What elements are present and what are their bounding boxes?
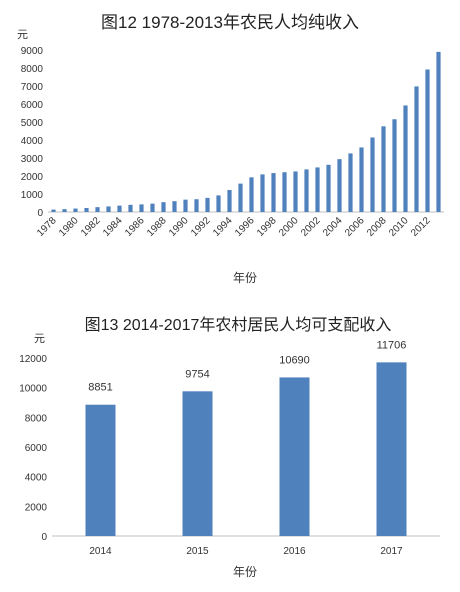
chart1-bar-2005 xyxy=(348,153,353,212)
chart1-bars xyxy=(48,51,444,213)
chart1-x-tick-label: 1992 xyxy=(189,215,213,239)
chart1-y-axis: 0 1000 2000 3000 4000 5000 6000 7000 8000 9000 xyxy=(21,46,44,219)
chart1-y-tick-label: 1000 xyxy=(21,190,44,201)
chart1-bar-1993 xyxy=(216,195,221,212)
chart-rural-net-income: 图12 1978-2013年农民人均纯收入 元 年份 0 1000 2000 3000… xyxy=(0,0,460,290)
chart1-y-tick-label: 0 xyxy=(37,208,43,219)
chart1-x-tick-label: 1988 xyxy=(145,215,169,239)
chart1-bar-1984 xyxy=(117,205,122,212)
chart2-data-label: 8851 xyxy=(88,382,112,394)
chart2-y-tick-label: 2000 xyxy=(25,502,48,513)
chart2-data-labels: 8851 9754 10690 11706 xyxy=(88,339,406,393)
chart2-y-tick-label: 4000 xyxy=(25,473,48,484)
chart1-bar-2007 xyxy=(370,137,375,212)
chart2-svg: 图13 2014-2017年农村居民人均可支配收入 元 年份 0 2000 4000… xyxy=(19,316,440,579)
chart1-y-tick-label: 3000 xyxy=(21,154,44,165)
chart2-y-tick-label: 8000 xyxy=(25,413,48,424)
chart1-y-tick-label: 5000 xyxy=(21,118,44,129)
chart2-bar-2017 xyxy=(376,362,407,536)
chart1-y-tick-label: 2000 xyxy=(21,172,44,183)
chart1-bar-2000 xyxy=(293,171,298,212)
chart1-bar-1996 xyxy=(249,177,254,212)
chart1-x-tick-label: 1984 xyxy=(101,215,125,239)
chart2-bar-2014 xyxy=(85,404,116,536)
chart1-bar-1981 xyxy=(84,207,89,212)
chart1-bar-1991 xyxy=(194,199,199,212)
chart1-y-tick-label: 7000 xyxy=(21,82,44,93)
chart1-x-tick-label: 1994 xyxy=(211,215,235,239)
chart2-x-tick-label: 2017 xyxy=(380,546,403,557)
chart1-bar-2003 xyxy=(326,164,331,212)
chart1-x-tick-label: 1998 xyxy=(255,215,279,239)
chart1-y-tick-label: 4000 xyxy=(21,136,44,147)
chart1-x-axis: 1978198019821984198619881990199219941996… xyxy=(35,215,433,239)
chart1-svg: 图12 1978-2013年农民人均纯收入 元 年份 0 1000 2000 3000… xyxy=(17,13,444,285)
chart1-unit-label: 元 xyxy=(17,29,28,41)
chart1-x-tick-label: 2008 xyxy=(365,215,389,239)
chart1-bar-2011 xyxy=(414,86,419,212)
chart1-bar-1987 xyxy=(150,203,155,212)
chart1-x-tick-label: 1982 xyxy=(79,215,103,239)
chart1-bar-1983 xyxy=(106,206,111,212)
chart2-bars xyxy=(52,362,440,537)
chart1-y-tick-label: 9000 xyxy=(21,46,44,57)
chart1-bar-1995 xyxy=(238,183,243,212)
chart1-bar-2002 xyxy=(315,167,320,212)
chart-rural-disposable-income: 图13 2014-2017年农村居民人均可支配收入 元 年份 0 2000 4000… xyxy=(0,300,460,592)
chart2-bar-2015 xyxy=(182,391,213,536)
chart2-data-label: 9754 xyxy=(185,368,209,380)
chart1-bar-1990 xyxy=(183,199,188,212)
chart2-x-axis: 2014 2015 2016 2017 xyxy=(89,546,403,557)
chart2-title: 图13 2014-2017年农村居民人均可支配收入 xyxy=(85,316,392,334)
chart1-bar-2006 xyxy=(359,147,364,212)
chart1-title: 图12 1978-2013年农民人均纯收入 xyxy=(101,13,359,32)
chart1-x-axis-title: 年份 xyxy=(233,271,257,285)
chart1-bar-2001 xyxy=(304,169,309,212)
chart1-bar-1997 xyxy=(260,174,265,212)
chart1-y-tick-label: 8000 xyxy=(21,64,44,75)
chart1-bar-2010 xyxy=(403,105,408,212)
chart1-x-tick-label: 2012 xyxy=(409,215,433,239)
chart2-x-axis-title: 年份 xyxy=(233,565,257,579)
chart1-x-tick-label: 1986 xyxy=(123,215,147,239)
chart2-y-axis: 0 2000 4000 6000 8000 10000 12000 xyxy=(19,354,47,543)
chart1-x-tick-label: 2010 xyxy=(387,215,411,239)
chart1-bar-2004 xyxy=(337,159,342,212)
chart1-bar-1988 xyxy=(161,202,166,212)
chart1-bar-1982 xyxy=(95,207,100,212)
chart1-bar-1989 xyxy=(172,201,177,212)
chart1-x-tick-label: 2004 xyxy=(321,215,345,239)
chart2-data-label: 10690 xyxy=(279,354,310,366)
chart1-bar-1992 xyxy=(205,197,210,212)
chart1-bar-1999 xyxy=(282,172,287,212)
chart1-y-tick-label: 6000 xyxy=(21,100,44,111)
chart1-bar-1994 xyxy=(227,190,232,212)
chart1-x-tick-label: 1980 xyxy=(57,215,81,239)
chart1-bar-2008 xyxy=(381,126,386,212)
chart1-bar-1978 xyxy=(51,209,56,212)
chart1-x-tick-label: 2000 xyxy=(277,215,301,239)
chart1-x-tick-label: 1996 xyxy=(233,215,257,239)
chart2-y-tick-label: 10000 xyxy=(19,384,47,395)
chart2-y-tick-label: 6000 xyxy=(25,443,48,454)
chart2-bar-2016 xyxy=(279,377,310,536)
chart1-bar-2013 xyxy=(436,51,441,212)
chart2-x-tick-label: 2014 xyxy=(89,546,112,557)
chart2-y-tick-label: 0 xyxy=(41,532,47,543)
chart2-x-tick-label: 2015 xyxy=(186,546,209,557)
chart1-bar-1985 xyxy=(128,204,133,212)
chart1-x-tick-label: 1990 xyxy=(167,215,191,239)
chart1-bar-1998 xyxy=(271,173,276,212)
chart1-bar-2009 xyxy=(392,119,397,212)
chart2-x-tick-label: 2016 xyxy=(283,546,306,557)
chart1-bar-1980 xyxy=(73,208,78,212)
chart2-data-label: 11706 xyxy=(377,339,407,351)
chart1-x-tick-label: 2006 xyxy=(343,215,367,239)
chart1-x-tick-label: 2002 xyxy=(299,215,323,239)
chart1-bar-2012 xyxy=(425,69,430,212)
chart2-unit-label: 元 xyxy=(34,333,45,345)
chart1-bar-1986 xyxy=(139,204,144,212)
chart2-y-tick-label: 12000 xyxy=(19,354,47,365)
chart1-bar-1979 xyxy=(62,209,67,212)
